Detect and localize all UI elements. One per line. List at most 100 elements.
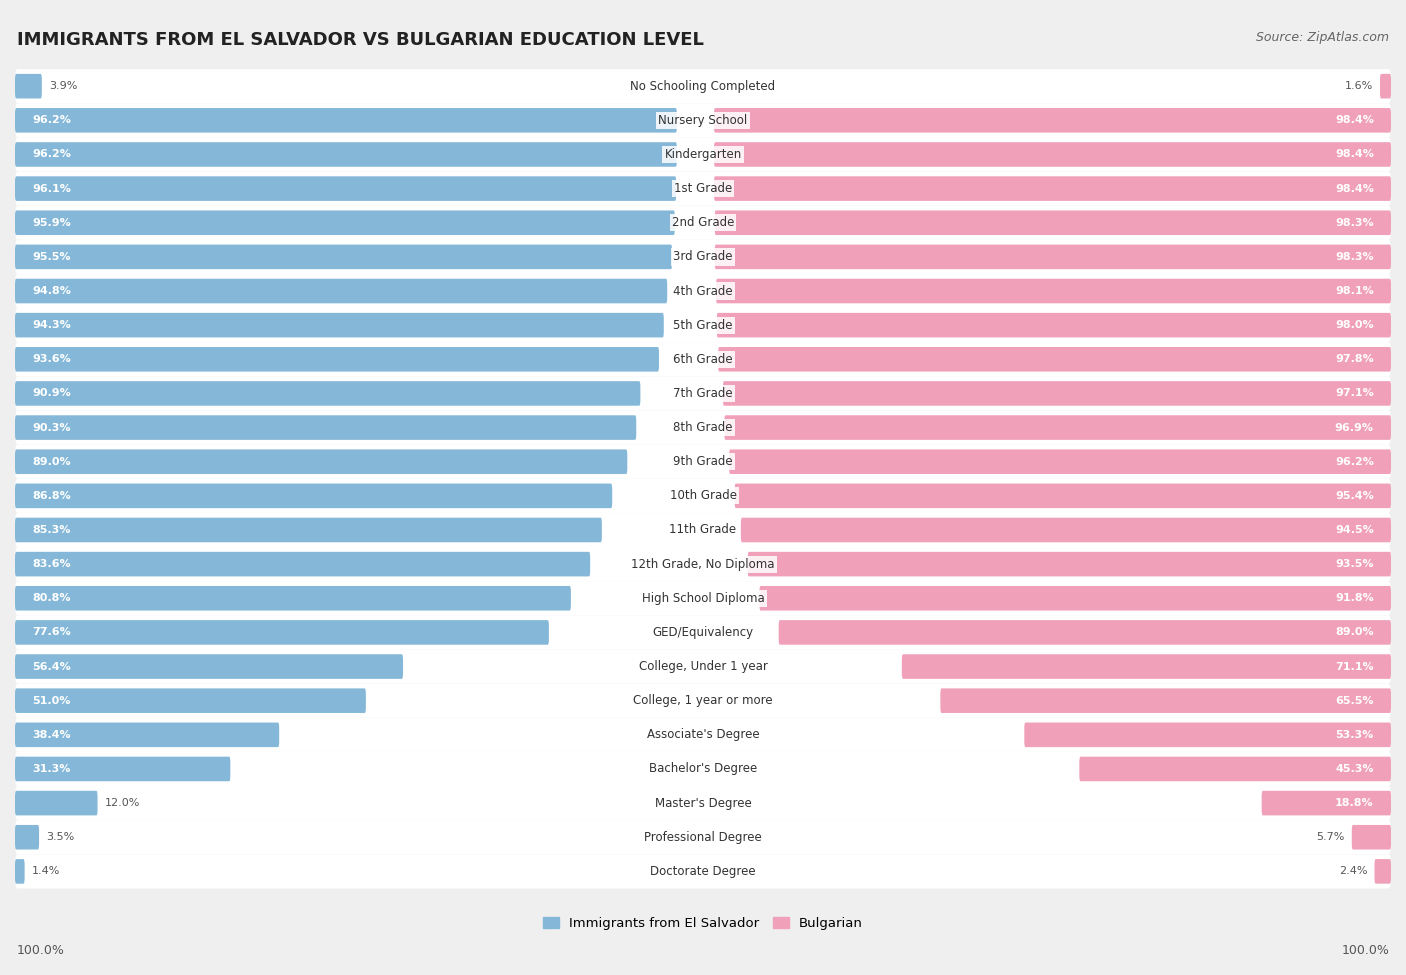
FancyBboxPatch shape [901, 654, 1391, 679]
Text: 31.3%: 31.3% [32, 764, 70, 774]
Text: 65.5%: 65.5% [1336, 696, 1374, 706]
FancyBboxPatch shape [1261, 791, 1391, 815]
FancyBboxPatch shape [15, 410, 1391, 445]
FancyBboxPatch shape [15, 615, 1391, 649]
FancyBboxPatch shape [15, 825, 39, 849]
FancyBboxPatch shape [15, 581, 1391, 615]
Text: 89.0%: 89.0% [1336, 627, 1374, 638]
Text: Associate's Degree: Associate's Degree [647, 728, 759, 741]
FancyBboxPatch shape [723, 381, 1391, 406]
FancyBboxPatch shape [15, 347, 659, 371]
Legend: Immigrants from El Salvador, Bulgarian: Immigrants from El Salvador, Bulgarian [543, 916, 863, 930]
FancyBboxPatch shape [15, 211, 675, 235]
FancyBboxPatch shape [714, 142, 1391, 167]
Text: Kindergarten: Kindergarten [665, 148, 741, 161]
Text: 96.2%: 96.2% [1334, 456, 1374, 467]
Text: 71.1%: 71.1% [1336, 662, 1374, 672]
Text: Nursery School: Nursery School [658, 114, 748, 127]
FancyBboxPatch shape [15, 791, 97, 815]
FancyBboxPatch shape [15, 718, 1391, 752]
Text: 96.1%: 96.1% [32, 183, 72, 194]
FancyBboxPatch shape [15, 342, 1391, 376]
FancyBboxPatch shape [15, 376, 1391, 410]
Text: 3.5%: 3.5% [46, 833, 75, 842]
FancyBboxPatch shape [718, 347, 1391, 371]
Text: 85.3%: 85.3% [32, 525, 70, 535]
Text: 86.8%: 86.8% [32, 490, 70, 501]
FancyBboxPatch shape [714, 176, 1391, 201]
Text: 12th Grade, No Diploma: 12th Grade, No Diploma [631, 558, 775, 570]
FancyBboxPatch shape [714, 211, 1391, 235]
Text: Doctorate Degree: Doctorate Degree [650, 865, 756, 878]
FancyBboxPatch shape [735, 484, 1391, 508]
FancyBboxPatch shape [15, 103, 1391, 137]
Text: 93.5%: 93.5% [1336, 559, 1374, 569]
Text: 5.7%: 5.7% [1316, 833, 1346, 842]
FancyBboxPatch shape [1381, 74, 1391, 98]
Text: Source: ZipAtlas.com: Source: ZipAtlas.com [1256, 31, 1389, 44]
Text: 91.8%: 91.8% [1336, 593, 1374, 604]
FancyBboxPatch shape [15, 206, 1391, 240]
FancyBboxPatch shape [15, 74, 42, 98]
FancyBboxPatch shape [1025, 722, 1391, 747]
FancyBboxPatch shape [15, 176, 676, 201]
FancyBboxPatch shape [716, 279, 1391, 303]
Text: 7th Grade: 7th Grade [673, 387, 733, 400]
FancyBboxPatch shape [15, 620, 548, 644]
FancyBboxPatch shape [15, 449, 627, 474]
FancyBboxPatch shape [15, 142, 676, 167]
Text: Bachelor's Degree: Bachelor's Degree [650, 762, 756, 775]
Text: 1.4%: 1.4% [31, 867, 60, 877]
FancyBboxPatch shape [15, 172, 1391, 206]
FancyBboxPatch shape [15, 137, 1391, 172]
FancyBboxPatch shape [15, 274, 1391, 308]
Text: 9th Grade: 9th Grade [673, 455, 733, 468]
FancyBboxPatch shape [15, 415, 637, 440]
Text: 100.0%: 100.0% [17, 945, 65, 957]
Text: 83.6%: 83.6% [32, 559, 70, 569]
Text: 77.6%: 77.6% [32, 627, 70, 638]
FancyBboxPatch shape [741, 518, 1391, 542]
FancyBboxPatch shape [1080, 757, 1391, 781]
FancyBboxPatch shape [15, 308, 1391, 342]
Text: 89.0%: 89.0% [32, 456, 70, 467]
FancyBboxPatch shape [15, 69, 1391, 103]
FancyBboxPatch shape [759, 586, 1391, 610]
Text: 1st Grade: 1st Grade [673, 182, 733, 195]
FancyBboxPatch shape [15, 786, 1391, 820]
Text: 96.9%: 96.9% [1334, 422, 1374, 433]
Text: 98.3%: 98.3% [1336, 252, 1374, 262]
FancyBboxPatch shape [15, 518, 602, 542]
Text: High School Diploma: High School Diploma [641, 592, 765, 604]
Text: College, 1 year or more: College, 1 year or more [633, 694, 773, 707]
Text: 12.0%: 12.0% [104, 799, 139, 808]
Text: 98.4%: 98.4% [1334, 183, 1374, 194]
Text: 98.0%: 98.0% [1336, 320, 1374, 331]
FancyBboxPatch shape [717, 313, 1391, 337]
FancyBboxPatch shape [15, 240, 1391, 274]
Text: 98.1%: 98.1% [1336, 286, 1374, 296]
FancyBboxPatch shape [15, 381, 640, 406]
FancyBboxPatch shape [15, 484, 612, 508]
Text: 90.3%: 90.3% [32, 422, 70, 433]
Text: 5th Grade: 5th Grade [673, 319, 733, 332]
Text: 2nd Grade: 2nd Grade [672, 216, 734, 229]
Text: 90.9%: 90.9% [32, 388, 70, 399]
FancyBboxPatch shape [15, 513, 1391, 547]
Text: 51.0%: 51.0% [32, 696, 70, 706]
Text: 3.9%: 3.9% [49, 81, 77, 92]
Text: 80.8%: 80.8% [32, 593, 70, 604]
Text: 2.4%: 2.4% [1339, 867, 1368, 877]
Text: IMMIGRANTS FROM EL SALVADOR VS BULGARIAN EDUCATION LEVEL: IMMIGRANTS FROM EL SALVADOR VS BULGARIAN… [17, 31, 704, 49]
Text: 18.8%: 18.8% [1336, 799, 1374, 808]
FancyBboxPatch shape [15, 245, 672, 269]
Text: 4th Grade: 4th Grade [673, 285, 733, 297]
FancyBboxPatch shape [15, 859, 25, 883]
FancyBboxPatch shape [1375, 859, 1391, 883]
Text: 11th Grade: 11th Grade [669, 524, 737, 536]
FancyBboxPatch shape [748, 552, 1391, 576]
FancyBboxPatch shape [941, 688, 1391, 713]
Text: 95.4%: 95.4% [1336, 490, 1374, 501]
FancyBboxPatch shape [15, 820, 1391, 854]
FancyBboxPatch shape [15, 654, 404, 679]
